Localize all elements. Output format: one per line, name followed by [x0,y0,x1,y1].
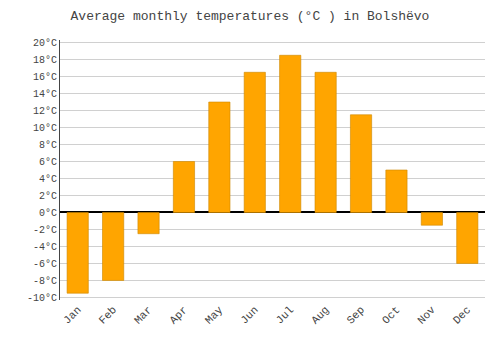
svg-text:14°C: 14°C [33,89,57,100]
svg-text:10°C: 10°C [33,123,57,134]
svg-text:Jan: Jan [61,304,83,326]
svg-text:Jul: Jul [274,304,296,326]
svg-text:4°C: 4°C [39,174,57,185]
svg-text:-4°C: -4°C [33,242,57,253]
svg-text:Aug: Aug [309,304,331,326]
svg-text:0°C: 0°C [39,208,57,219]
svg-text:Jun: Jun [238,304,260,326]
svg-text:Sep: Sep [345,304,367,326]
svg-text:-6°C: -6°C [33,259,57,270]
svg-text:Apr: Apr [167,304,189,326]
svg-text:Feb: Feb [97,304,119,326]
svg-text:-10°C: -10°C [27,293,57,304]
svg-text:-2°C: -2°C [33,225,57,236]
svg-text:Dec: Dec [451,304,473,326]
svg-text:-8°C: -8°C [33,276,57,287]
svg-text:8°C: 8°C [39,140,57,151]
svg-text:16°C: 16°C [33,72,57,83]
svg-text:May: May [203,304,226,327]
svg-text:6°C: 6°C [39,157,57,168]
svg-text:2°C: 2°C [39,191,57,202]
svg-text:18°C: 18°C [33,55,57,66]
svg-text:12°C: 12°C [33,106,57,117]
svg-text:20°C: 20°C [33,38,57,49]
svg-text:Mar: Mar [132,304,154,326]
svg-text:Oct: Oct [380,304,402,326]
svg-text:Nov: Nov [415,304,438,327]
svg-text:Average monthly temperatures (: Average monthly temperatures (°C ) in Bo… [71,9,430,24]
